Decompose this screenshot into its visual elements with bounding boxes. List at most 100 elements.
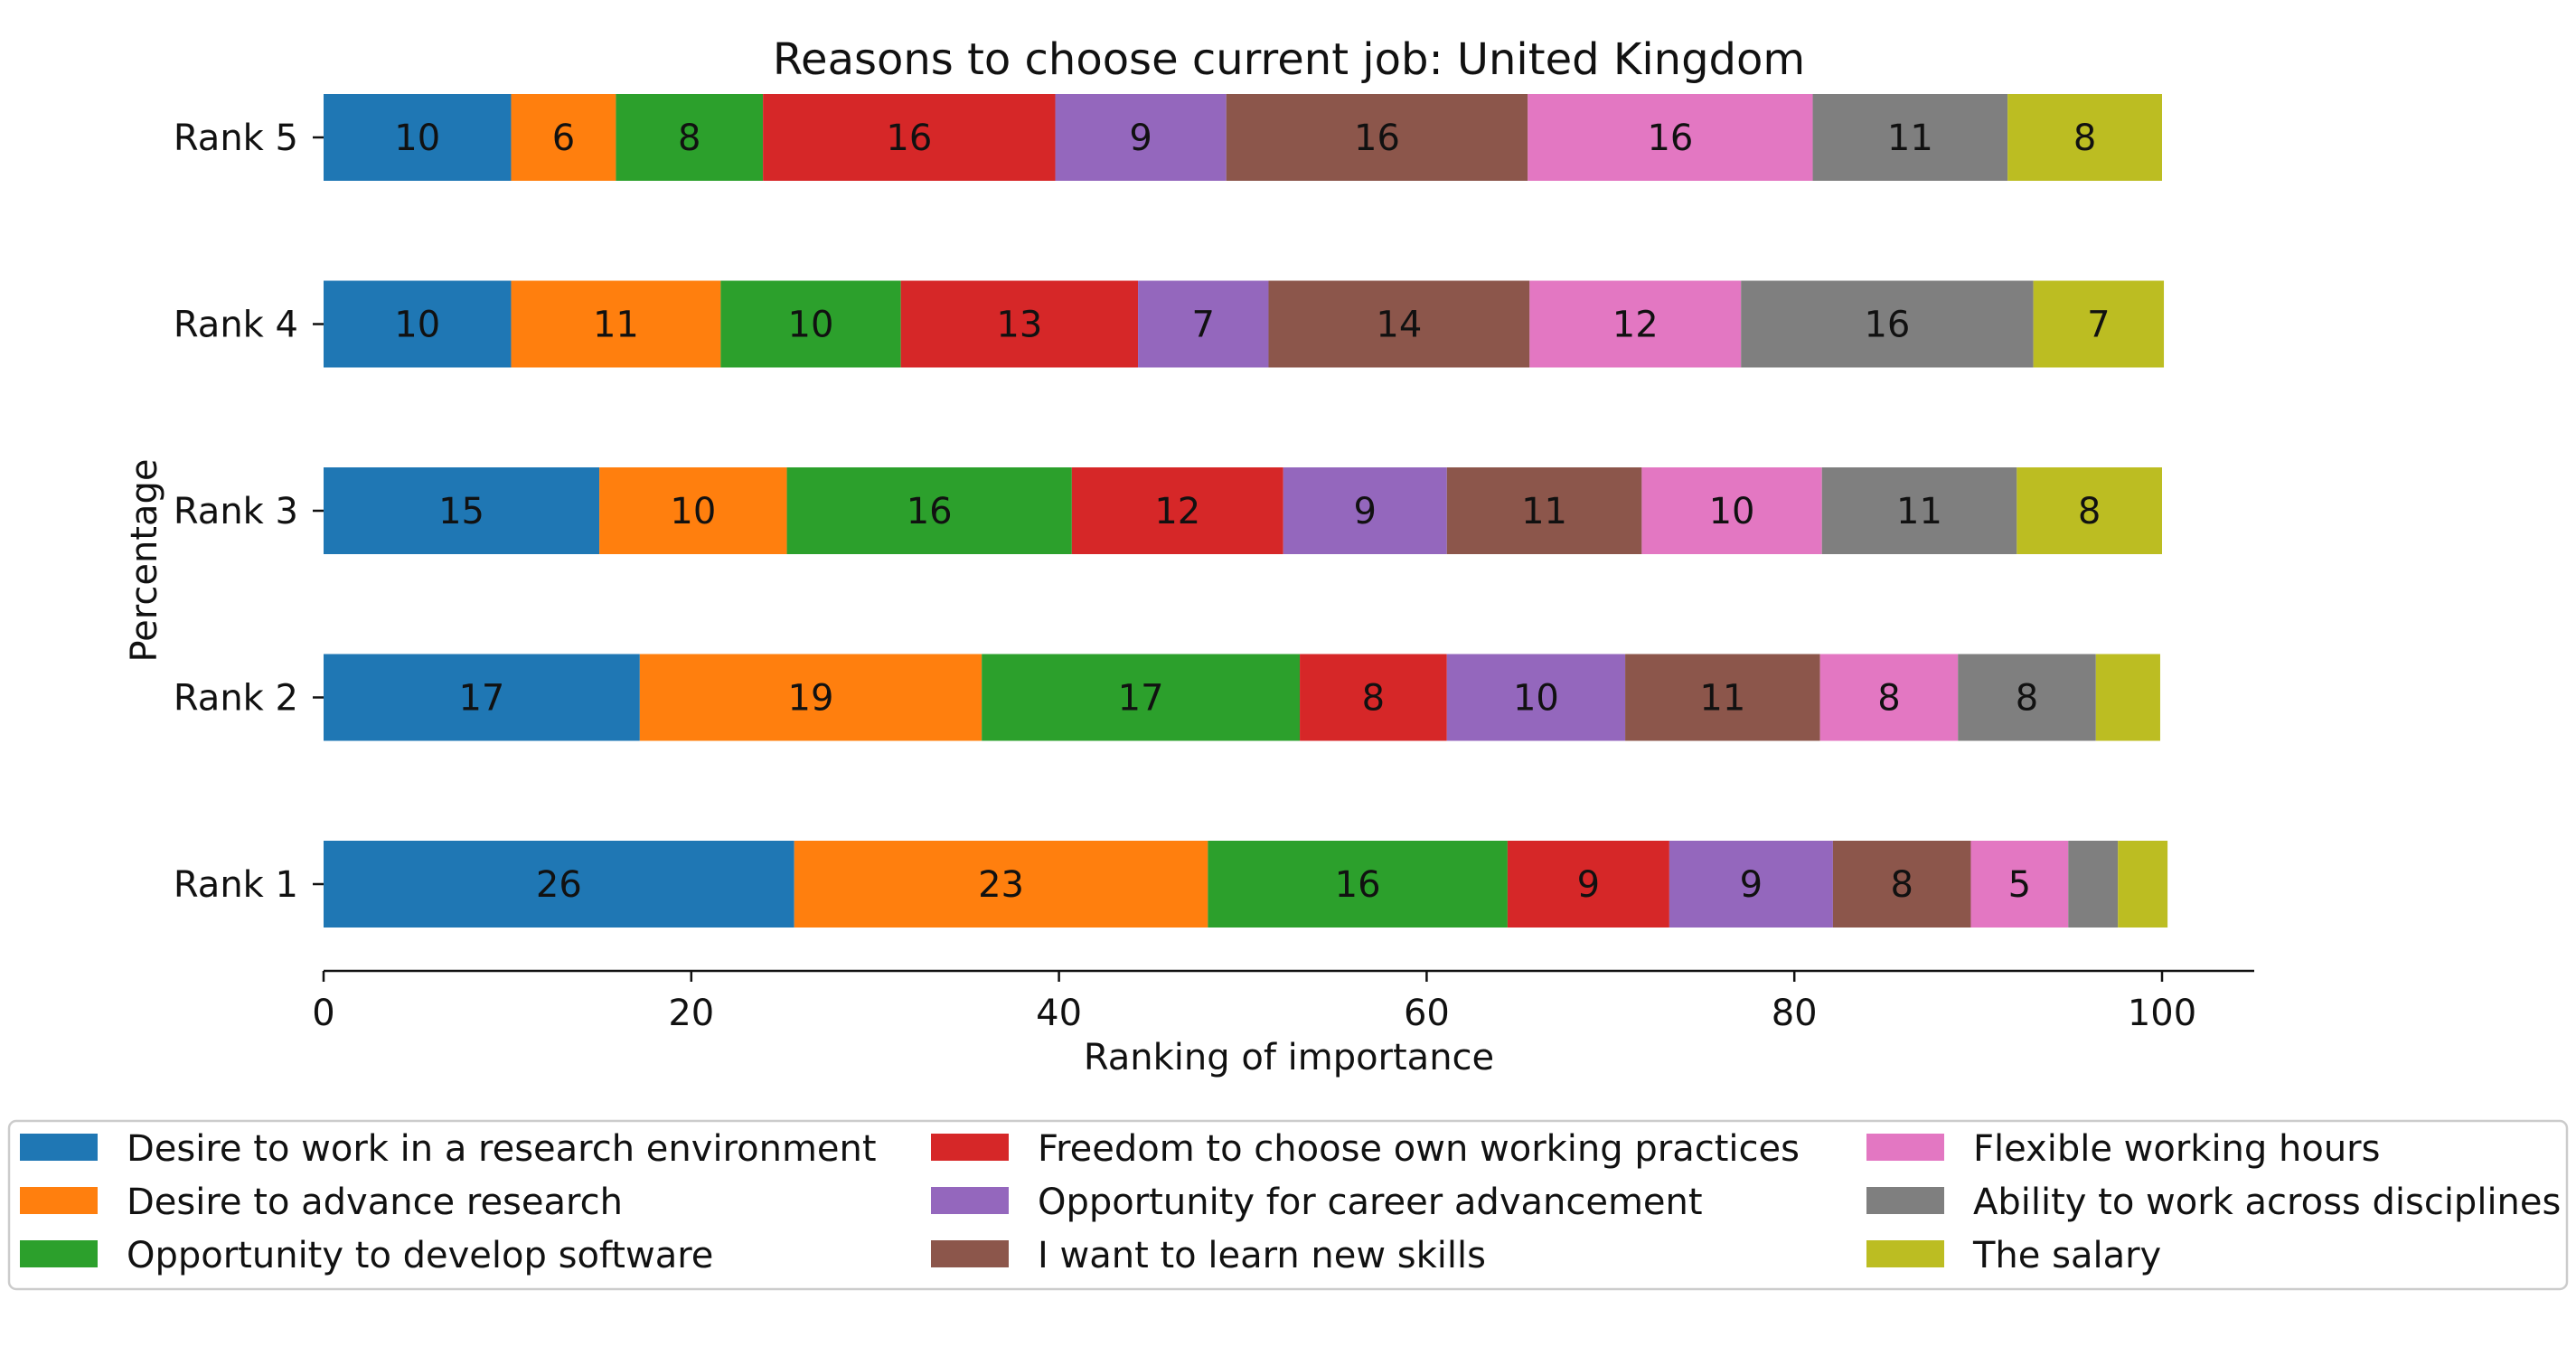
bar-rank-4-flexible-working-hours — [1529, 280, 1742, 368]
bar-rank-3-flexible-working-hours — [1641, 467, 1822, 554]
data-label: 9 — [1740, 864, 1763, 906]
x-tick-label: 0 — [312, 993, 334, 1034]
legend-label: Flexible working hours — [1973, 1128, 2380, 1170]
legend-item-flexible-working-hours: Flexible working hours — [1866, 1128, 2380, 1170]
data-label: 17 — [1118, 678, 1164, 720]
bar-rank-2-flexible-working-hours — [1819, 654, 1959, 741]
data-label: 16 — [1647, 118, 1693, 159]
x-tick-label: 40 — [1036, 993, 1082, 1034]
legend-swatch — [931, 1134, 1009, 1161]
bar-rank-5-the-salary — [2007, 94, 2162, 181]
legend-label: Freedom to choose own working practices — [1038, 1128, 1800, 1170]
bar-rank-1-i-want-to-learn-new-skills — [1832, 841, 1971, 928]
data-label: 12 — [1612, 305, 1659, 346]
legend-swatch — [1866, 1187, 1944, 1214]
legend-label: The salary — [1972, 1235, 2161, 1276]
bar-rank-4-i-want-to-learn-new-skills — [1268, 280, 1530, 368]
bar-rank-5-opportunity-for-career-advancement — [1055, 94, 1227, 181]
x-tick-label: 80 — [1772, 993, 1818, 1034]
bar-rank-5-desire-to-advance-research — [511, 94, 616, 181]
bar-rank-4-opportunity-for-career-advancement — [1138, 280, 1269, 368]
data-label: 10 — [1513, 678, 1559, 720]
data-label: 23 — [978, 864, 1024, 906]
legend-item-opportunity-for-career-advancement: Opportunity for career advancement — [931, 1182, 1703, 1223]
bar-rank-4-desire-to-work-in-a-research-environment — [324, 280, 512, 368]
data-label: 7 — [1192, 305, 1215, 346]
bar-rank-3-ability-to-work-across-disciplines — [1821, 467, 2017, 554]
legend-item-freedom-to-choose-own-working-practices: Freedom to choose own working practices — [931, 1128, 1800, 1170]
bar-rank-4-the-salary — [2033, 280, 2165, 368]
data-label: 10 — [788, 305, 834, 346]
data-label: 26 — [536, 864, 582, 906]
data-label: 16 — [1864, 305, 1910, 346]
data-label: 11 — [1887, 118, 1933, 159]
legend-item-desire-to-work-in-a-research-environment: Desire to work in a research environment — [20, 1128, 877, 1170]
bar-rank-2-i-want-to-learn-new-skills — [1625, 654, 1820, 741]
bar-rank-1-desire-to-advance-research — [794, 841, 1208, 928]
bar-rank-1-desire-to-work-in-a-research-environment — [324, 841, 794, 928]
bar-rank-1-ability-to-work-across-disciplines — [2068, 841, 2119, 928]
bar-rank-5-desire-to-work-in-a-research-environment — [324, 94, 512, 181]
legend-item-the-salary: The salary — [1866, 1235, 2161, 1276]
data-label: 10 — [670, 491, 716, 532]
data-label: 15 — [438, 491, 484, 532]
legend-swatch — [1866, 1240, 1944, 1267]
x-tick-label: 20 — [668, 993, 714, 1034]
legend-swatch — [1866, 1134, 1944, 1161]
legend-swatch — [20, 1187, 98, 1214]
bar-rank-1-opportunity-to-develop-software — [1208, 841, 1508, 928]
data-label: 11 — [1896, 491, 1942, 532]
x-tick-label: 100 — [2128, 993, 2196, 1034]
x-axis: 0 20 40 60 80 100 — [312, 969, 2254, 1034]
data-label: 14 — [1376, 305, 1422, 346]
y-tick-label: Rank 2 — [174, 678, 298, 720]
x-tick-label: 60 — [1404, 993, 1450, 1034]
chart-title: Reasons to choose current job: United Ki… — [773, 34, 1805, 85]
data-label: 5 — [2008, 864, 2031, 906]
legend-label: Desire to advance research — [127, 1182, 623, 1223]
data-label: 8 — [2073, 118, 2096, 159]
bar-rank-1-the-salary — [2118, 841, 2168, 928]
data-label: 10 — [394, 305, 440, 346]
legend-label: Opportunity for career advancement — [1038, 1182, 1703, 1223]
data-label: 9 — [1129, 118, 1152, 159]
data-label: 11 — [593, 305, 639, 346]
bar-rank-3-opportunity-for-career-advancement — [1283, 467, 1447, 554]
bar-rank-3-desire-to-advance-research — [599, 467, 787, 554]
data-label: 8 — [1890, 864, 1913, 906]
data-label: 8 — [1362, 678, 1385, 720]
bar-rank-5-freedom-to-choose-own-working-practices — [763, 94, 1056, 181]
legend-swatch — [931, 1187, 1009, 1214]
data-label: 8 — [678, 118, 700, 159]
bar-rank-4-desire-to-advance-research — [511, 280, 721, 368]
data-label: 8 — [2078, 491, 2101, 532]
y-tick-label: Rank 1 — [174, 864, 298, 906]
data-label: 16 — [886, 118, 932, 159]
bar-rank-5-i-want-to-learn-new-skills — [1226, 94, 1528, 181]
y-tick-label: Rank 3 — [174, 491, 298, 532]
data-label: 16 — [907, 491, 953, 532]
bar-rank-3-i-want-to-learn-new-skills — [1446, 467, 1642, 554]
bar-rank-2-opportunity-to-develop-software — [982, 654, 1301, 741]
data-label: 6 — [552, 118, 575, 159]
bar-rank-4-freedom-to-choose-own-working-practices — [900, 280, 1139, 368]
bar-rank-2-ability-to-work-across-disciplines — [1958, 654, 2096, 741]
bar-rank-2-desire-to-advance-research — [639, 654, 982, 741]
data-label: 11 — [1521, 491, 1567, 532]
legend-label: Ability to work across disciplines — [1973, 1182, 2561, 1223]
bar-rank-2-the-salary — [2095, 654, 2160, 741]
y-tick-label: Rank 5 — [174, 118, 298, 159]
legend-swatch — [20, 1240, 98, 1267]
legend-label: Desire to work in a research environment — [127, 1128, 877, 1170]
data-label: 16 — [1354, 118, 1400, 159]
bars-layer: 26 23 16 9 9 8 5 17 19 17 8 10 11 8 8 15 10 16 12 9 11 10 11 8 1… — [324, 94, 2168, 928]
bar-rank-3-freedom-to-choose-own-working-practices — [1071, 467, 1283, 554]
x-axis-label: Ranking of importance — [1084, 1037, 1494, 1078]
data-label: 19 — [788, 678, 834, 720]
legend-label: Opportunity to develop software — [127, 1235, 713, 1276]
data-label: 10 — [1709, 491, 1755, 532]
bar-rank-1-flexible-working-hours — [1970, 841, 2069, 928]
y-axis-label: Percentage — [124, 458, 165, 662]
